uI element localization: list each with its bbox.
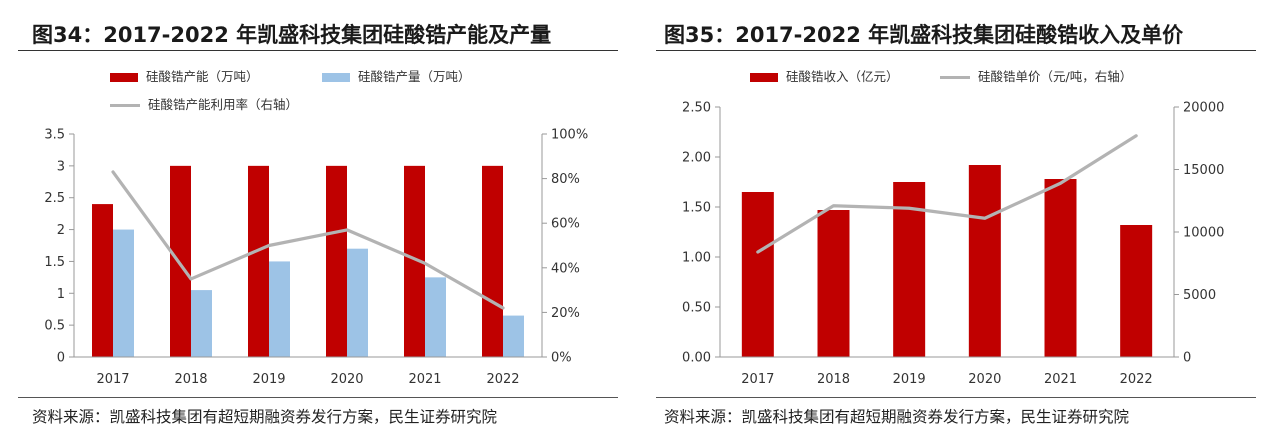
y2-axis-tick-label: 20%: [551, 306, 580, 321]
x-axis-tick-label: 2020: [330, 372, 363, 387]
bar: [968, 165, 1001, 357]
right-chart-svg: 0.00 0.50 1.00 1.50 2.00 2.50 0 5000 10000 15000 2…: [682, 101, 1224, 388]
y-axis-tick-label: 2.00: [682, 151, 711, 166]
y-axis-tick-label: 2.5: [44, 191, 65, 206]
series-line: [111, 170, 505, 310]
y2-axis-tick-label: 0: [1183, 351, 1191, 366]
left-source-note: 资料来源：凯盛科技集团有超短期融资券发行方案，民生证券研究院: [32, 408, 498, 426]
left-legend-output: 硅酸锆产量（万吨）: [322, 66, 471, 85]
bar: [404, 165, 425, 357]
left-chart-panel: 图34：2017-2022 年凯盛科技集团硅酸锆产能及产量 硅酸锆产能（万吨） …: [0, 0, 634, 446]
right-chart-title: 图35：2017-2022 年凯盛科技集团硅酸锆收入及单价: [664, 23, 1184, 47]
y-axis-tick-label: 2: [57, 223, 65, 238]
y-axis-tick-label: 1.00: [682, 251, 711, 266]
y-axis-tick-label: 3.5: [44, 128, 65, 143]
y2-axis-tick-label: 5000: [1183, 288, 1216, 303]
right-source-rule: [656, 397, 1256, 398]
legend-label-price: 硅酸锆单价（元/吨，右轴）: [978, 69, 1133, 84]
bar: [248, 165, 269, 357]
left-title-rule: [18, 50, 618, 51]
bar: [425, 277, 446, 357]
bar: [326, 165, 347, 357]
y-axis-tick-label: 2.50: [682, 101, 711, 116]
left-chart-svg: 0 0.5 1 1.5 2 2.5 3 3.5 0% 20% 40% 60% 80% 100% 2017 20…: [44, 128, 588, 388]
x-axis-tick-label: 2022: [1120, 372, 1153, 387]
y-axis-tick-label: 1: [57, 287, 65, 302]
y2-axis-tick-label: 100%: [551, 128, 588, 143]
bar: [170, 165, 191, 357]
bar: [113, 229, 134, 357]
y-axis-tick-label: 0.00: [682, 351, 711, 366]
bar: [347, 248, 368, 357]
x-axis-tick-label: 2019: [252, 372, 285, 387]
y-axis-tick-label: 1.5: [44, 255, 65, 270]
bar: [191, 290, 212, 357]
y2-axis-tick-label: 20000: [1183, 101, 1224, 116]
bar: [817, 210, 850, 357]
right-chart-panel: 图35：2017-2022 年凯盛科技集团硅酸锆收入及单价 硅酸锆收入（亿元） …: [634, 0, 1269, 446]
legend-swatch-output: [322, 73, 350, 82]
right-legend-price: 硅酸锆单价（元/吨，右轴）: [940, 66, 1132, 85]
legend-label-capacity: 硅酸锆产能（万吨）: [146, 69, 259, 84]
y2-axis-tick-label: 40%: [551, 261, 580, 276]
x-axis-tick-label: 2021: [408, 372, 441, 387]
left-legend-utilization: 硅酸锆产能利用率（右轴）: [110, 94, 298, 113]
y2-axis-tick-label: 10000: [1183, 226, 1224, 241]
y2-axis-tick-label: 0%: [551, 351, 572, 366]
bar: [269, 261, 290, 357]
series-line: [756, 134, 1138, 254]
x-axis-tick-label: 2022: [486, 372, 519, 387]
right-legend-revenue: 硅酸锆收入（亿元）: [750, 66, 899, 85]
y-axis-tick-label: 3: [57, 159, 65, 174]
y2-axis-tick-label: 80%: [551, 172, 580, 187]
y-axis-tick-label: 0.50: [682, 301, 711, 316]
x-axis-tick-label: 2021: [1044, 372, 1077, 387]
legend-label-revenue: 硅酸锆收入（亿元）: [786, 69, 899, 84]
legend-label-utilization: 硅酸锆产能利用率（右轴）: [148, 97, 299, 112]
left-source-rule: [18, 397, 618, 398]
y2-axis-tick-label: 60%: [551, 217, 580, 232]
left-chart-title: 图34：2017-2022 年凯盛科技集团硅酸锆产能及产量: [32, 23, 552, 47]
x-axis-tick-label: 2017: [741, 372, 774, 387]
x-axis-tick-label: 2020: [968, 372, 1001, 387]
x-axis-tick-label: 2017: [96, 372, 129, 387]
y-axis-tick-label: 1.50: [682, 201, 711, 216]
bar: [1120, 225, 1153, 357]
legend-label-output: 硅酸锆产量（万吨）: [358, 69, 471, 84]
legend-swatch-capacity: [110, 73, 138, 82]
right-title-rule: [656, 50, 1256, 51]
bar: [482, 165, 503, 357]
y2-axis-tick-label: 15000: [1183, 163, 1224, 178]
bar: [92, 204, 113, 357]
y-axis-tick-label: 0: [57, 351, 65, 366]
bar: [1044, 179, 1077, 357]
legend-swatch-revenue: [750, 73, 778, 82]
bar: [741, 192, 774, 357]
left-legend-capacity: 硅酸锆产能（万吨）: [110, 66, 259, 85]
x-axis-tick-label: 2018: [174, 372, 207, 387]
y-axis-tick-label: 0.5: [44, 319, 65, 334]
legend-swatch-price: [940, 76, 970, 79]
x-axis-tick-label: 2018: [817, 372, 850, 387]
x-axis-tick-label: 2019: [893, 372, 926, 387]
bar: [503, 315, 524, 357]
legend-swatch-utilization: [110, 104, 140, 107]
right-source-note: 资料来源：凯盛科技集团有超短期融资券发行方案，民生证券研究院: [664, 408, 1130, 426]
